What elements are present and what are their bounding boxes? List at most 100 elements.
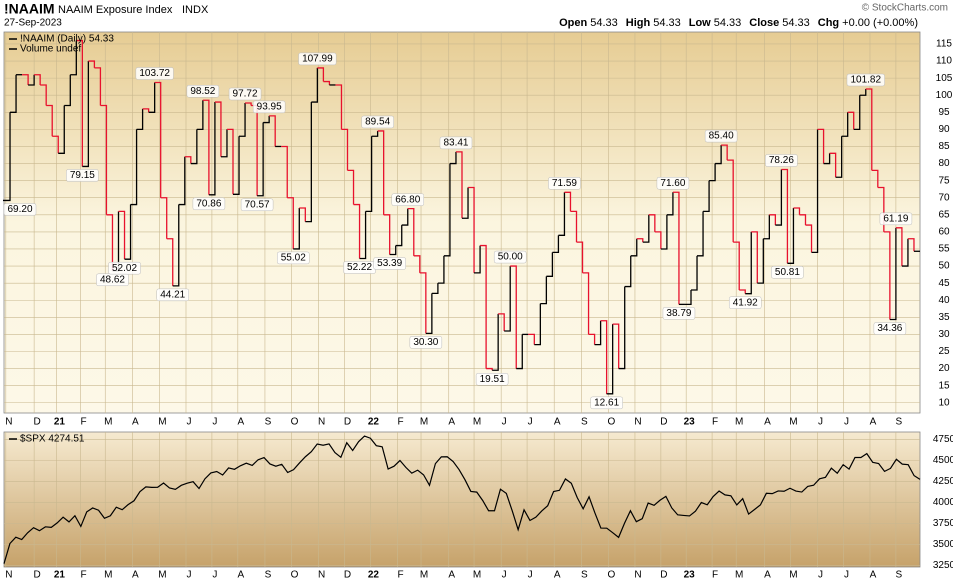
step-segment <box>847 111 855 130</box>
data-label-box <box>771 266 804 279</box>
step-segment <box>70 40 77 76</box>
step-segment <box>88 60 96 68</box>
step-segment <box>287 197 294 249</box>
data-label: 48.62 <box>100 274 125 285</box>
y-tick-label: 40 <box>938 295 950 306</box>
data-label: 93.95 <box>257 102 282 113</box>
step-segment <box>781 168 789 264</box>
step-segment <box>371 130 379 137</box>
data-label: 107.99 <box>302 54 333 65</box>
step-segment <box>317 67 325 82</box>
step-segment <box>220 129 228 158</box>
x-tick-label: D <box>344 417 351 428</box>
step-segment <box>468 186 475 273</box>
step-segment <box>582 272 590 335</box>
step-segment <box>40 84 47 106</box>
x-tick-label: A <box>764 570 771 581</box>
x-tick-label: 22 <box>368 417 380 428</box>
step-segment <box>22 74 29 85</box>
symbol: !NAAIM <box>4 1 55 17</box>
step-segment <box>516 334 523 370</box>
step-segment <box>648 214 656 232</box>
x-tick-label: A <box>554 570 561 581</box>
x-tick-label: F <box>80 570 86 581</box>
x-tick-label: J <box>528 570 533 581</box>
x-tick-label: D <box>34 417 41 428</box>
quote-value: 54.33 <box>590 17 618 29</box>
quote-value: 54.33 <box>714 17 742 29</box>
step-segment <box>853 95 861 131</box>
data-label: 89.54 <box>365 117 390 128</box>
spx-line <box>3 435 921 564</box>
data-label: 41.92 <box>733 297 758 308</box>
step-segment <box>534 303 541 346</box>
step-segment <box>28 74 35 86</box>
x-tick-label: J <box>818 417 823 428</box>
step-segment <box>263 115 270 124</box>
x-tick-label: J <box>844 570 849 581</box>
step-segment <box>564 191 572 212</box>
step-segment <box>76 39 83 167</box>
step-segment <box>684 289 692 306</box>
y-tick-label: 55 <box>938 244 950 255</box>
step-segment <box>4 112 11 202</box>
data-label-box <box>765 154 798 167</box>
x-tick-label: J <box>528 417 533 428</box>
x-tick-label: M <box>420 570 428 581</box>
data-label-box <box>439 136 473 150</box>
data-label-box <box>186 85 220 98</box>
step-segment <box>546 252 554 277</box>
step-segment <box>540 276 548 305</box>
step-segment <box>82 61 90 168</box>
step-segment <box>552 235 560 254</box>
step-segment <box>305 102 312 223</box>
data-label: 85.40 <box>709 131 734 142</box>
step-segment <box>733 241 740 290</box>
y-tick-label: 4250 <box>933 476 953 487</box>
copyright: © StockCharts.com <box>862 3 948 14</box>
data-label: 53.39 <box>377 258 402 269</box>
step-segment <box>178 156 186 206</box>
x-tick-label: A <box>870 570 877 581</box>
data-label-box <box>846 73 885 87</box>
step-segment <box>697 211 704 257</box>
x-tick-label: O <box>291 570 299 581</box>
step-segment <box>793 207 801 215</box>
data-label: 103.72 <box>139 68 170 79</box>
step-segment <box>130 129 138 206</box>
x-tick-label: F <box>397 570 403 581</box>
step-segment <box>727 159 734 243</box>
x-tick-label: M <box>789 417 797 428</box>
data-label: 98.52 <box>190 86 215 97</box>
y-tick-label: 4750 <box>933 434 953 445</box>
x-tick-label: A <box>764 417 771 428</box>
data-label: 30.30 <box>413 337 438 348</box>
data-label: 69.20 <box>7 204 32 215</box>
x-tick-label: S <box>265 570 272 581</box>
y-tick-label: 60 <box>938 227 950 238</box>
step-segment <box>100 104 108 215</box>
x-tick-label: M <box>104 417 112 428</box>
step-segment <box>34 74 41 85</box>
data-label-box <box>662 307 696 320</box>
y-tick-label: 110 <box>936 56 952 67</box>
x-tick-label: S <box>581 417 588 428</box>
data-label-box <box>475 373 509 386</box>
quote-value: 54.33 <box>782 17 810 29</box>
data-label: 50.81 <box>775 267 800 278</box>
x-tick-label: M <box>735 570 743 581</box>
step-segment <box>829 152 837 178</box>
step-segment <box>94 67 102 106</box>
x-tick-label: N <box>634 570 641 581</box>
data-label-box <box>240 198 274 212</box>
y-tick-label: 4500 <box>933 455 953 466</box>
step-segment <box>480 244 487 369</box>
index-name: NAAIM Exposure Index <box>58 4 173 16</box>
panel-background <box>3 431 921 568</box>
step-segment <box>383 214 391 255</box>
y-tick-label: 15 <box>938 380 950 391</box>
x-tick-label: 22 <box>368 570 380 581</box>
data-label-box <box>192 197 226 211</box>
data-label-box <box>590 396 623 410</box>
